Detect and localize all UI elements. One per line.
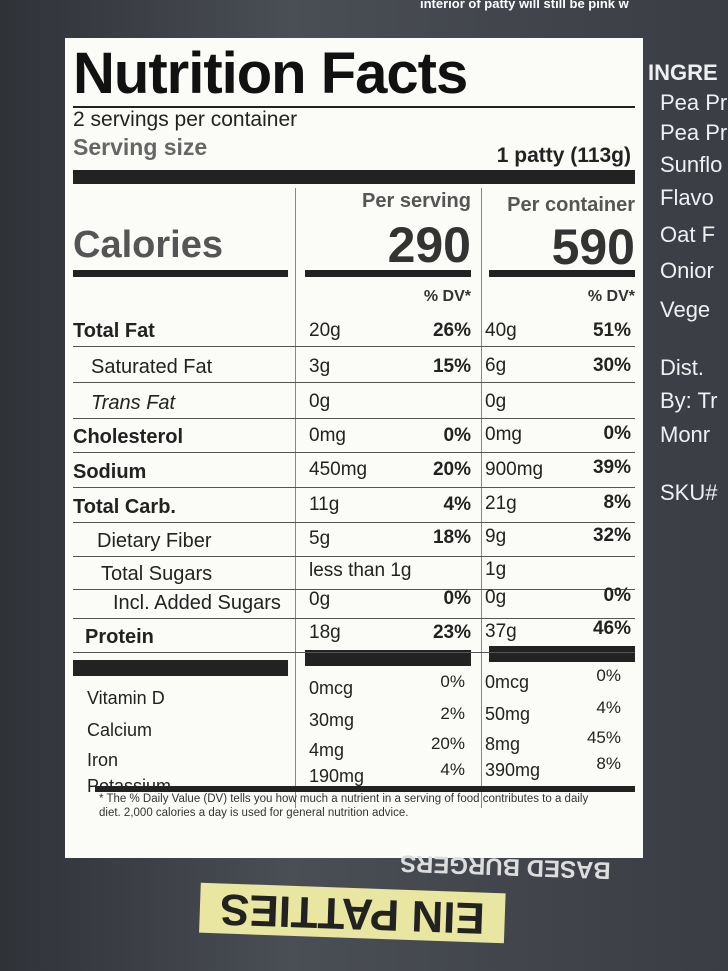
top-text: interior of patty will still be pink w xyxy=(420,0,629,11)
side-text: Monr xyxy=(660,422,711,447)
nutrient-name: Sodium xyxy=(73,461,147,483)
daily-value: 45% xyxy=(586,728,621,747)
daily-value: 26% xyxy=(432,320,471,341)
amount: 9g xyxy=(485,526,507,548)
servings: 2 servings per container xyxy=(73,108,298,131)
nutrient-name: Trans Fat xyxy=(91,392,176,414)
amount: 450mg xyxy=(309,459,368,481)
amount: 40g xyxy=(485,320,517,341)
amount: 190mg xyxy=(309,766,365,786)
bottom-text: EIN PATTIES xyxy=(199,882,506,944)
dv-header: % DV* xyxy=(423,288,471,305)
amount: 0g xyxy=(485,390,507,412)
daily-value: 20% xyxy=(430,734,465,753)
daily-value: 4% xyxy=(443,493,471,515)
daily-value: 46% xyxy=(592,617,631,639)
nutrient-name: Protein xyxy=(85,626,154,648)
nutrition-label: Nutrition Facts 2 servings per container… xyxy=(65,38,643,858)
nutrient-name: Total Sugars xyxy=(101,563,213,585)
daily-value: 23% xyxy=(432,621,471,643)
daily-value: 0% xyxy=(443,424,471,446)
daily-value: 8% xyxy=(596,754,621,773)
daily-value: 18% xyxy=(432,527,471,548)
amount: 6g xyxy=(485,355,507,377)
amount: 0g xyxy=(485,587,507,609)
vitamin-name: Vitamin D xyxy=(87,688,165,708)
vitamin-name: Calcium xyxy=(87,720,153,740)
daily-value: 0% xyxy=(443,588,471,609)
daily-value: 4% xyxy=(596,698,621,717)
daily-value: 20% xyxy=(432,459,471,480)
amount: 390mg xyxy=(485,760,541,780)
amount: 5g xyxy=(309,527,331,549)
amount: 11g xyxy=(309,494,340,515)
nutrient-name: Incl. Added Sugars xyxy=(113,592,281,614)
side-text: INGRE xyxy=(648,60,718,85)
daily-value: 8% xyxy=(603,491,631,513)
amount: 37g xyxy=(485,620,517,642)
side-text: Pea Pr xyxy=(660,120,728,145)
footnote: * The % Daily Value (DV) tells you how m… xyxy=(99,793,589,819)
amount: less than 1g xyxy=(309,560,412,582)
side-text: Pea Pr xyxy=(660,90,728,115)
serving-size-label: Serving size xyxy=(73,134,208,160)
daily-value: 4% xyxy=(440,760,465,779)
daily-value: 0% xyxy=(440,672,465,691)
daily-value: 0% xyxy=(596,666,621,685)
nutrient-name: Saturated Fat xyxy=(91,356,213,378)
amount: 0mg xyxy=(485,424,522,446)
daily-value: 39% xyxy=(592,457,631,479)
amount: 50mg xyxy=(485,704,531,724)
daily-value: 30% xyxy=(592,355,631,377)
daily-value: 0% xyxy=(603,423,631,445)
calories-label: Calories xyxy=(73,224,223,266)
vitamin-name: Iron xyxy=(87,750,119,770)
nutrient-name: Cholesterol xyxy=(73,426,184,448)
side-text: Onior xyxy=(660,258,714,283)
side-text: SKU# xyxy=(660,480,718,505)
nutrient-name: Total Carb. xyxy=(73,496,176,518)
amount: 4mg xyxy=(309,740,345,760)
nutrient-name: Total Fat xyxy=(73,320,155,342)
amount: 8mg xyxy=(485,734,521,754)
amount: 3g xyxy=(309,355,331,377)
amount: 0mg xyxy=(309,424,346,446)
amount: 1g xyxy=(485,558,507,580)
amount: 0mcg xyxy=(485,672,530,692)
daily-value: 0% xyxy=(603,584,631,606)
dv-header: % DV* xyxy=(587,288,635,305)
side-text: Sunflo xyxy=(660,152,723,177)
serving-size-value: 1 patty (113g) xyxy=(496,144,631,167)
nutrient-name: Dietary Fiber xyxy=(97,530,212,552)
amount: 20g xyxy=(309,320,341,341)
side-text: By: Tr xyxy=(660,388,718,413)
title: Nutrition Facts xyxy=(73,41,468,106)
side-text: Vege xyxy=(660,297,711,322)
vitamin-name: Potassium xyxy=(87,776,172,796)
column-header: Per container xyxy=(507,194,635,216)
amount: 0g xyxy=(309,588,331,610)
amount: 900mg xyxy=(485,458,544,480)
side-text: Oat F xyxy=(660,222,716,247)
amount: 21g xyxy=(485,493,517,514)
daily-value: 51% xyxy=(592,320,631,341)
daily-value: 32% xyxy=(592,524,631,546)
amount: 18g xyxy=(309,622,341,644)
daily-value: 2% xyxy=(440,704,465,723)
side-text: Dist. xyxy=(660,355,704,380)
column-header: Per serving xyxy=(362,190,471,212)
amount: 30mg xyxy=(309,710,355,730)
side-text: Flavo xyxy=(660,185,714,210)
amount: 0g xyxy=(309,391,331,413)
calories-value: 290 xyxy=(387,217,471,273)
daily-value: 15% xyxy=(432,355,471,377)
calories-value: 590 xyxy=(551,219,635,275)
amount: 0mcg xyxy=(309,678,354,698)
